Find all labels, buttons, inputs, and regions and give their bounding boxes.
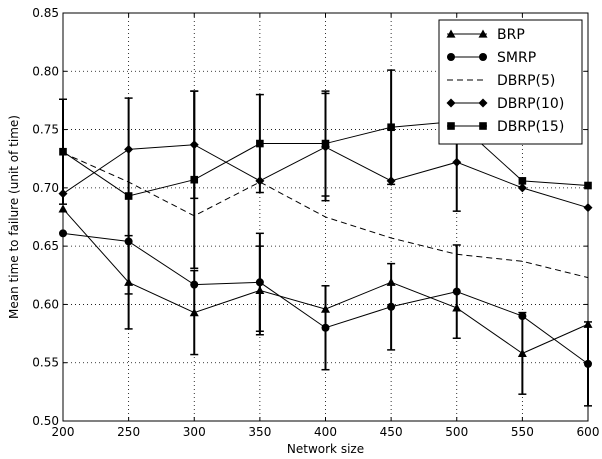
data-point-brp: [452, 303, 462, 312]
data-point-brp: [386, 277, 396, 286]
x-tick-label: 400: [314, 425, 337, 439]
data-point-brp: [321, 304, 330, 313]
legend-box: [438, 19, 583, 145]
data-point-dbrp-15: [387, 123, 395, 132]
data-point-smrp: [321, 323, 330, 332]
plot-frame: [62, 12, 589, 422]
legend-marker-brp: [446, 29, 456, 38]
data-point-dbrp-10: [517, 183, 527, 193]
data-point-dbrp-15: [321, 139, 330, 148]
x-tick-label: 450: [380, 425, 403, 439]
y-tick-label: 0.80: [32, 64, 59, 78]
x-tick-label: 200: [52, 425, 75, 439]
data-point-dbrp-10: [124, 144, 134, 154]
y-tick-label: 0.55: [32, 356, 59, 370]
x-axis-label: Network size: [287, 442, 364, 456]
legend-marker-dbrp-10: [478, 98, 488, 108]
x-tick-label: 250: [117, 425, 140, 439]
data-point-smrp: [190, 280, 199, 289]
data-point-dbrp-10: [189, 140, 199, 150]
data-point-dbrp-15: [518, 177, 527, 185]
data-point-dbrp-15: [124, 192, 133, 200]
legend-label-dbrp-15: DBRP(15): [497, 119, 564, 135]
legend-marker-dbrp-15: [447, 122, 455, 130]
legend-label-brp: BRP: [497, 27, 525, 43]
data-point-brp: [517, 348, 527, 357]
series-line-dbrp-5: [62, 152, 589, 279]
x-tick-label: 500: [445, 425, 468, 439]
data-point-dbrp-10: [386, 176, 396, 186]
data-point-dbrp-15: [190, 175, 199, 184]
legend-marker-dbrp-10: [446, 98, 456, 108]
y-tick-label: 0.60: [32, 297, 59, 311]
y-tick-label: 0.70: [32, 181, 59, 195]
data-point-dbrp-10: [452, 157, 462, 167]
legend-label-dbrp-10: DBRP(10): [497, 96, 564, 112]
x-tick-label: 300: [183, 425, 206, 439]
data-point-smrp: [387, 302, 396, 311]
legend-marker-smrp: [479, 53, 487, 61]
legend: BRP SMRP DBRP(5) DBRP(10) DBRP(15): [438, 19, 583, 145]
series-dbrp-5: [62, 152, 589, 279]
legend-marker-dbrp-15: [479, 122, 487, 130]
data-point-dbrp-10: [255, 176, 265, 186]
legend-label-smrp: SMRP: [497, 50, 536, 66]
data-point-smrp: [255, 278, 264, 287]
y-tick-label: 0.50: [32, 414, 59, 428]
legend-marker-brp: [478, 29, 488, 38]
x-tick-label: 550: [511, 425, 534, 439]
y-tick-label: 0.85: [32, 6, 59, 20]
data-point-smrp: [124, 237, 133, 246]
data-point-smrp: [452, 287, 461, 296]
axis-ticks: 200 250 300 350 400 450 500 550 600 0.50 0.55 0.60 0…: [32, 6, 599, 439]
data-point-brp: [189, 308, 199, 317]
data-point-dbrp-15: [256, 139, 264, 148]
x-tick-label: 600: [577, 425, 600, 439]
y-axis-label: Mean time to failure (unit of time): [7, 115, 21, 319]
y-tick-label: 0.65: [32, 239, 59, 253]
data-point-brp: [124, 277, 134, 286]
data-point-smrp: [518, 312, 527, 321]
legend-marker-smrp: [447, 53, 455, 61]
data-point-brp: [255, 285, 265, 295]
x-tick-label: 350: [248, 425, 271, 439]
legend-label-dbrp-5: DBRP(5): [497, 73, 555, 89]
y-tick-label: 0.75: [32, 123, 59, 137]
